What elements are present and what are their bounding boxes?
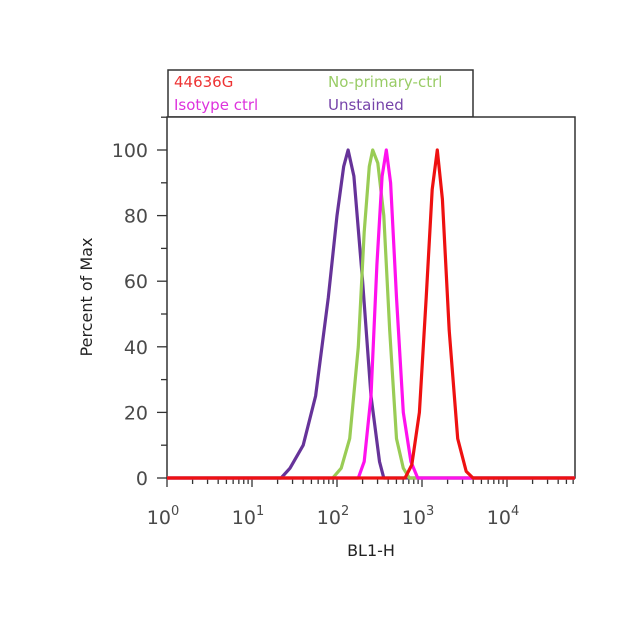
series-line-no-primary-ctrl bbox=[167, 148, 575, 480]
x-tick-label: 102 bbox=[317, 504, 349, 529]
legend-item-2: Isotype ctrl bbox=[174, 96, 258, 114]
y-tick-label: 100 bbox=[112, 140, 148, 162]
legend-item-3: Unstained bbox=[328, 96, 404, 114]
legend-item-1: No-primary-ctrl bbox=[328, 73, 442, 91]
series-line-unstained bbox=[167, 148, 575, 480]
legend-box bbox=[167, 69, 474, 118]
y-tick-label: 20 bbox=[124, 402, 148, 424]
y-tick-label: 80 bbox=[124, 206, 148, 228]
y-axis-label: Percent of Max bbox=[77, 238, 96, 357]
y-tick-label: 40 bbox=[124, 337, 148, 359]
x-tick-label: 103 bbox=[402, 504, 434, 529]
plot-area bbox=[166, 116, 576, 479]
legend-item-0: 44636G bbox=[174, 73, 233, 91]
series-line-44636g bbox=[167, 148, 575, 480]
x-tick-label: 101 bbox=[232, 504, 264, 529]
x-tick-label: 100 bbox=[147, 504, 179, 529]
x-tick-label: 104 bbox=[487, 504, 519, 529]
x-axis-label: BL1-H bbox=[347, 541, 395, 560]
y-tick-label: 60 bbox=[124, 271, 148, 293]
y-tick-label: 0 bbox=[136, 468, 148, 490]
